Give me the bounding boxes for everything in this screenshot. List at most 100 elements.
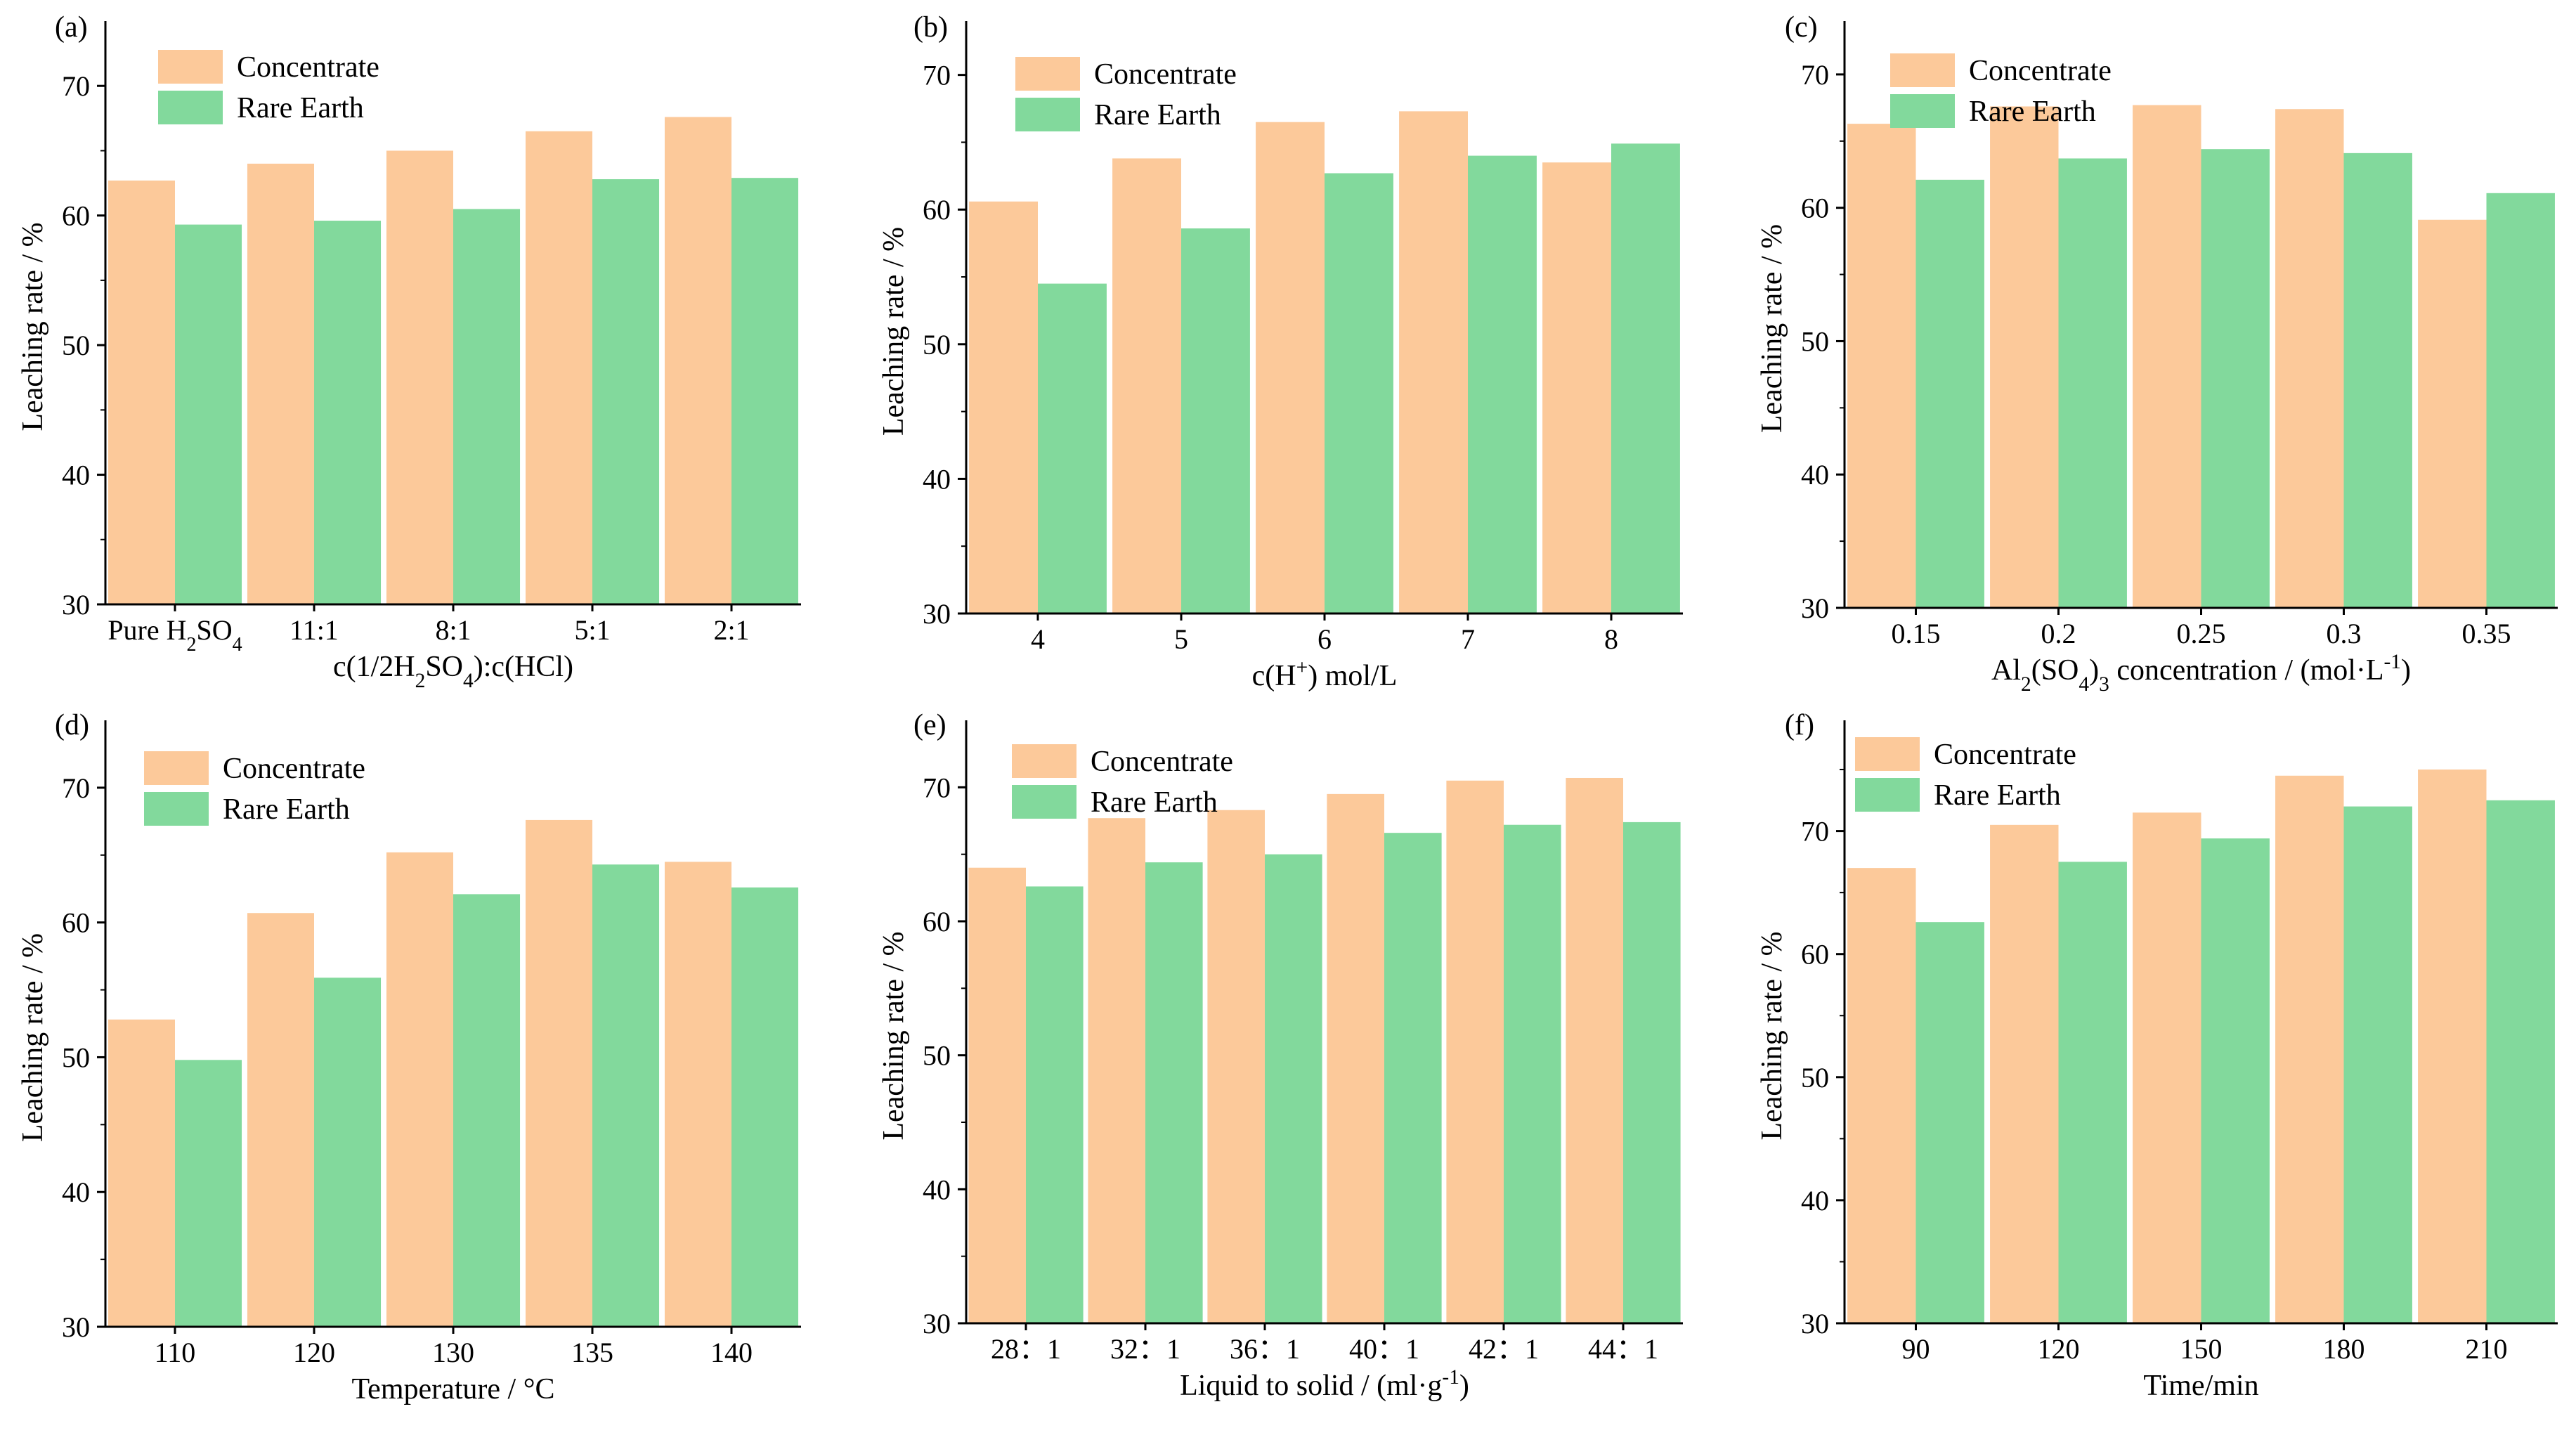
bar-rare-earth-2 [453,209,521,604]
x-axis-label: Al2(SO4)3 concentration / (mol·L-1) [1991,651,2411,696]
bar-rare-earth-2 [1325,173,1393,613]
bar-concentrate-1 [1990,106,2059,609]
x-axis-label: c(1/2H2SO4):c(HCl) [333,651,573,692]
bar-concentrate-4 [1446,780,1504,1323]
legend-swatch-concentrate [1012,744,1076,778]
y-tick-label-0: 30 [923,1308,951,1339]
bar-rare-earth-1 [2058,158,2127,608]
y-tick-label-2: 50 [62,330,90,361]
bar-rare-earth-3 [592,864,660,1327]
bar-concentrate-4 [2418,770,2487,1323]
bar-concentrate-0 [1847,868,1916,1323]
x-tick-label-2: 36：1 [1230,1333,1300,1365]
bar-rare-earth-0 [175,1060,242,1327]
bar-rare-earth-5 [1623,822,1681,1323]
x-tick-label-4: 8 [1604,623,1618,655]
x-tick-label-1: 120 [2038,1333,2080,1365]
bar-rare-earth-1 [2058,862,2127,1323]
panel-label: (c) [1785,11,1818,44]
bar-concentrate-2 [1256,122,1325,613]
y-tick-label-0: 30 [1801,592,1829,624]
legend-label-rare-earth: Rare Earth [1969,96,2096,128]
chart-panel-0: 30 40 50 60 70 Pure H2SO4 11:1 8:1 5:1 2:1 c(1/2H2… [17,11,801,692]
y-tick-label-2: 50 [1801,325,1829,357]
x-tick-label-0: 28：1 [991,1333,1061,1365]
bar-concentrate-0 [969,201,1038,613]
x-tick-label-0: 4 [1031,623,1045,655]
legend-label-concentrate: Concentrate [1094,58,1237,91]
x-tick-label-1: 11:1 [290,614,339,646]
bar-rare-earth-0 [1915,922,1984,1323]
legend-swatch-concentrate [1890,53,1955,87]
bar-concentrate-3 [525,819,592,1327]
y-tick-label-0: 30 [923,598,951,630]
legend-label-rare-earth: Rare Earth [1934,779,2061,812]
panel-label: (a) [55,11,88,44]
x-axis-label: Temperature / °C [351,1373,554,1405]
x-tick-label-0: 110 [155,1337,196,1368]
legend-swatch-rare-earth [144,792,209,826]
x-tick-label-1: 120 [293,1337,335,1368]
bar-concentrate-0 [108,1019,175,1327]
x-tick-label-0: 0.15 [1892,618,1941,649]
legend-label-concentrate: Concentrate [1969,55,2112,87]
y-tick-label-1: 40 [1801,1185,1829,1216]
legend-label-concentrate: Concentrate [237,51,379,84]
bar-concentrate-2 [1207,810,1265,1323]
bar-concentrate-2 [386,150,453,604]
bar-rare-earth-2 [453,894,521,1327]
legend-label-concentrate: Concentrate [1934,739,2076,771]
bar-rare-earth-4 [1611,143,1680,614]
y-tick-label-0: 30 [1801,1308,1829,1339]
bar-rare-earth-4 [731,178,799,604]
legend-label-rare-earth: Rare Earth [237,92,364,124]
x-tick-label-4: 140 [710,1337,753,1368]
legend-swatch-rare-earth [1015,98,1080,131]
y-tick-label-4: 70 [1801,816,1829,848]
y-tick-label-3: 60 [1801,939,1829,970]
x-tick-label-4: 2:1 [713,614,749,646]
y-tick-label-3: 60 [923,194,951,226]
x-tick-label-1: 0.2 [2041,618,2076,649]
bar-concentrate-4 [664,117,731,604]
y-tick-label-0: 30 [62,1311,90,1343]
y-axis-label: Leaching rate / % [878,227,910,436]
x-tick-label-2: 130 [432,1337,474,1368]
y-tick-label-3: 60 [923,906,951,937]
bar-rare-earth-4 [731,887,799,1327]
y-tick-label-4: 70 [1801,59,1829,91]
bar-rare-earth-0 [175,224,242,605]
bar-rare-earth-3 [2343,806,2412,1323]
bar-rare-earth-1 [1145,862,1203,1323]
x-tick-label-3: 7 [1461,623,1475,655]
legend-swatch-rare-earth [158,91,223,124]
y-tick-label-4: 70 [62,772,90,804]
bar-rare-earth-0 [1038,283,1107,613]
x-tick-label-4: 210 [2466,1333,2508,1365]
legend-swatch-rare-earth [1890,94,1955,128]
x-tick-label-2: 150 [2180,1333,2223,1365]
bar-concentrate-1 [1088,818,1145,1323]
bar-rare-earth-1 [314,978,382,1327]
x-tick-label-0: 90 [1902,1333,1930,1365]
bar-rare-earth-3 [592,179,660,604]
x-axis-label: Liquid to solid / (ml·g-1) [1180,1366,1469,1402]
bar-rare-earth-2 [2201,838,2270,1323]
panel-label: (e) [913,709,947,741]
bar-concentrate-1 [1112,158,1181,613]
y-tick-label-1: 40 [62,1176,90,1208]
bar-rare-earth-1 [1181,228,1250,613]
x-tick-label-2: 0.25 [2177,618,2226,649]
bar-concentrate-1 [247,163,314,604]
bar-concentrate-0 [108,180,175,604]
bar-rare-earth-3 [2343,152,2412,608]
x-tick-label-4: 42：1 [1469,1333,1539,1365]
x-tick-label-1: 5 [1174,623,1188,655]
bar-concentrate-1 [247,913,314,1327]
x-tick-label-3: 180 [2323,1333,2365,1365]
bar-rare-earth-3 [1468,155,1537,613]
bar-rare-earth-4 [2486,193,2555,608]
x-tick-label-3: 40：1 [1349,1333,1419,1365]
y-tick-label-4: 70 [62,70,90,102]
